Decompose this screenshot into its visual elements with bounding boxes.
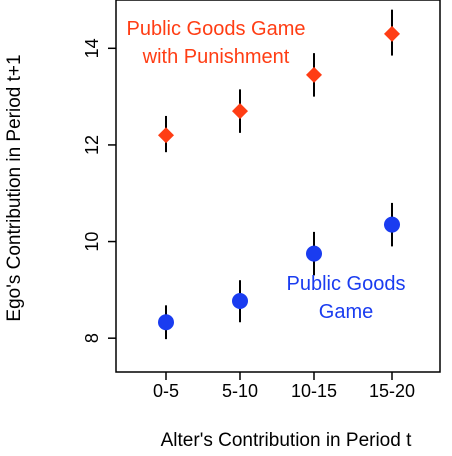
data-point-1-2 (232, 103, 248, 120)
pgg-series-label-line1: Public Goods (287, 273, 406, 295)
y-tick-label-14: 14 (82, 38, 102, 58)
plot-frame (115, 0, 441, 373)
data-point-2-3 (306, 245, 322, 262)
y-tick-label-10: 10 (82, 232, 102, 252)
punishment-series-label-line2: with Punishment (142, 46, 290, 68)
pgg-series (158, 202, 400, 340)
y-axis: 8 10 12 14 (82, 38, 116, 343)
pgg-series-label-line2: Game (319, 301, 373, 323)
punishment-series-label-line1: Public Goods Game (127, 18, 306, 40)
data-marks (158, 9, 400, 340)
y-axis-title: Ego's Contribution in Period t+1 (4, 54, 25, 321)
x-axis: 0-5 5-10 10-15 15-20 (153, 372, 415, 401)
data-point-2-4 (384, 216, 400, 233)
y-tick-label-8: 8 (82, 333, 102, 343)
x-axis-title: Alter's Contribution in Period t (161, 430, 412, 451)
y-tick-label-12: 12 (82, 135, 102, 155)
x-tick-label-1: 0-5 (153, 381, 179, 401)
x-tick-label-4: 15-20 (369, 381, 415, 401)
punishment-series (158, 9, 400, 153)
data-point-2-2 (232, 292, 248, 309)
x-tick-label-3: 10-15 (291, 381, 337, 401)
x-tick-label-2: 5-10 (222, 381, 258, 401)
data-point-1-3 (306, 66, 322, 83)
data-point-2-1 (158, 314, 174, 331)
data-point-1-1 (158, 127, 174, 144)
data-point-1-4 (384, 25, 400, 42)
